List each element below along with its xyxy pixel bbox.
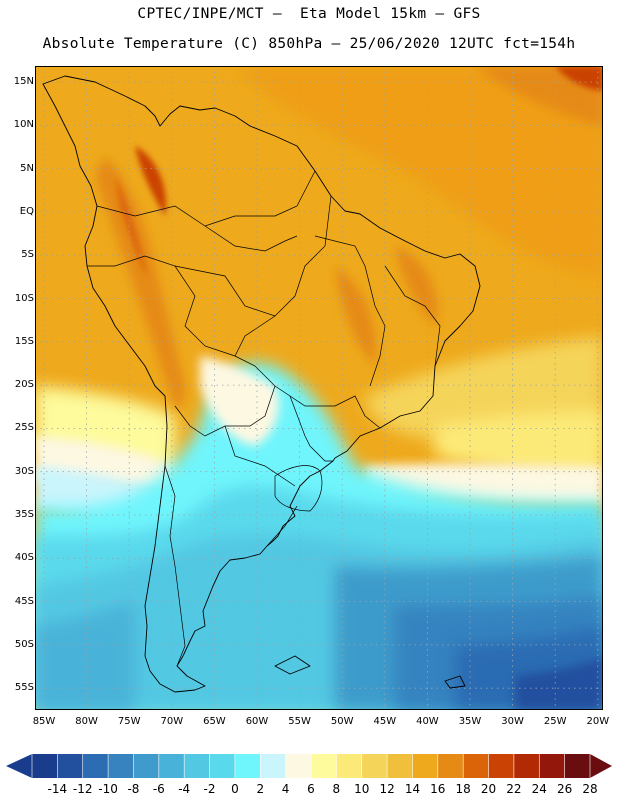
colorbar-label: 10 <box>354 782 370 796</box>
temperature-map <box>35 66 603 710</box>
lon-label: 80W <box>75 716 98 727</box>
colorbar-swatch <box>285 754 312 778</box>
lon-label: 45W <box>373 716 397 727</box>
colorbar-label: 18 <box>455 782 471 796</box>
colorbar-label: -14 <box>47 782 68 796</box>
temperature-field <box>35 66 603 710</box>
colorbar-swatch <box>336 754 363 778</box>
lat-label: 15S <box>14 335 34 347</box>
lon-label: 40W <box>416 716 439 727</box>
colorbar-label: -6 <box>152 782 165 796</box>
colorbar-swatch <box>437 754 464 778</box>
colorbar-label: -10 <box>98 782 118 796</box>
map-frame <box>35 66 603 710</box>
colorbar-swatch <box>412 754 439 778</box>
lat-label: 40S <box>14 552 34 564</box>
colorbar-swatch <box>361 754 388 778</box>
colorbar-label: -4 <box>178 782 191 796</box>
colorbar-max-arrow <box>590 754 612 778</box>
lat-label: 25S <box>14 422 34 434</box>
colorbar-label: 22 <box>506 782 522 796</box>
colorbar-swatch <box>311 754 337 778</box>
lat-label: 5N <box>20 162 34 174</box>
colorbar-label: 6 <box>307 782 315 796</box>
colorbar-label: 16 <box>430 782 446 796</box>
colorbar-swatch <box>234 754 261 778</box>
lat-label: 35S <box>14 509 34 520</box>
lat-label: 20S <box>14 379 34 391</box>
lat-label: 55S <box>14 682 34 694</box>
lat-label: EQ <box>19 205 34 217</box>
colorbar-label: 14 <box>404 782 421 796</box>
lon-label: 60W <box>245 716 269 727</box>
map-title-line1: CPTEC/INPE/MCT – Eta Model 15km – GFS <box>137 6 481 22</box>
colorbar-label: -2 <box>203 782 216 796</box>
colorbar-swatch <box>260 754 287 778</box>
lon-label: 35W <box>458 716 482 727</box>
colorbar-label: 12 <box>379 782 395 796</box>
lon-label: 65W <box>203 716 226 727</box>
colorbar-swatch <box>564 754 591 778</box>
colorbar-swatch <box>463 754 490 778</box>
lon-label: 70W <box>160 716 184 727</box>
colorbar-min-arrow <box>6 754 32 778</box>
colorbar-legend <box>6 754 612 778</box>
south-georgia <box>444 675 466 689</box>
colorbar-label: 28 <box>582 782 598 796</box>
lat-label: 50S <box>14 638 34 650</box>
colorbar-label: 24 <box>531 782 547 796</box>
colorbar-swatch <box>158 754 185 778</box>
colorbar-swatch <box>184 754 211 778</box>
colorbar-swatch <box>82 754 109 778</box>
country-borders <box>87 170 441 667</box>
lat-label: 30S <box>14 465 34 477</box>
falkland-islands <box>274 655 311 675</box>
colorbar-swatch <box>539 754 566 778</box>
colorbar-label: 0 <box>231 782 239 796</box>
colorbar-swatch <box>32 754 58 778</box>
lat-label: 45S <box>14 595 34 607</box>
lon-label: 30W <box>501 716 524 727</box>
colorbar-label: 26 <box>556 782 573 796</box>
colorbar-swatch <box>108 754 134 778</box>
colorbar-label: -8 <box>127 782 140 796</box>
colorbar-label: 20 <box>480 782 497 796</box>
colorbar-swatch <box>57 754 84 778</box>
colorbar-swatch <box>387 754 413 778</box>
map-title-line2: Absolute Temperature (C) 850hPa – 25/06/… <box>42 36 576 52</box>
lon-label: 55W <box>288 716 311 727</box>
south-america-outline <box>42 75 481 693</box>
colorbar-label: 2 <box>256 782 265 796</box>
lon-label: 50W <box>330 716 354 727</box>
lat-label: 10S <box>14 292 34 304</box>
lat-label: 5S <box>21 249 34 261</box>
colorbar-swatch <box>209 754 236 778</box>
colorbar-label: 8 <box>332 782 341 796</box>
lon-label: 20W <box>586 716 610 727</box>
lat-label: 15N <box>13 76 34 87</box>
uruguay-outline <box>274 465 323 512</box>
colorbar-label: 4 <box>281 782 290 796</box>
lat-label: 10N <box>13 119 34 131</box>
lon-label: 75W <box>117 716 141 727</box>
colorbar-swatch <box>488 754 515 778</box>
lon-label: 85W <box>32 716 56 727</box>
graticule <box>35 66 603 710</box>
colorbar-swatch <box>513 754 540 778</box>
colorbar-swatch <box>133 754 160 778</box>
colorbar-label: -12 <box>72 782 93 796</box>
lon-label: 25W <box>543 716 567 727</box>
coastline <box>42 75 481 693</box>
